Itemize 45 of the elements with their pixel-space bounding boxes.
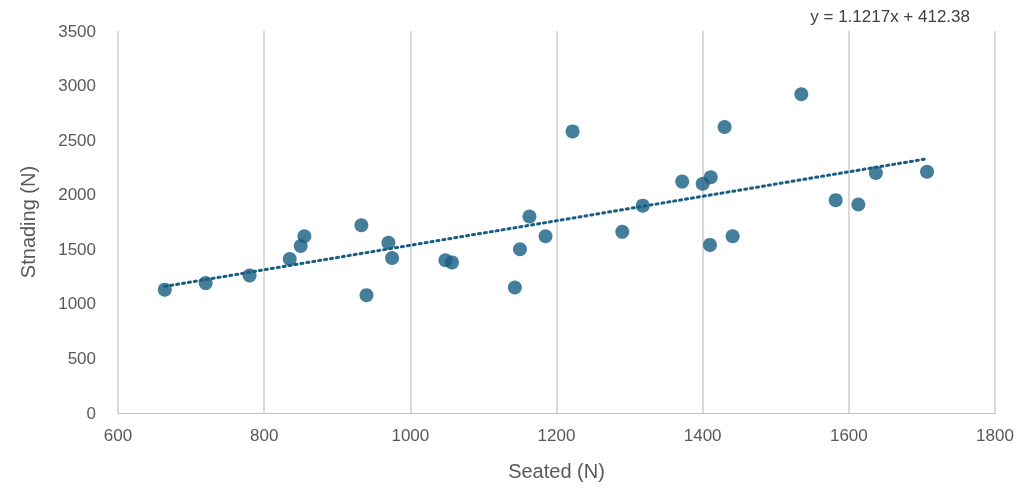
y-tick-label: 2000	[58, 185, 96, 205]
point	[282, 252, 297, 267]
x-tick-label: 1600	[829, 426, 868, 445]
point	[868, 165, 883, 180]
point	[359, 288, 374, 303]
point	[702, 237, 717, 252]
point	[538, 229, 553, 244]
point	[828, 193, 843, 208]
y-tick-label: 500	[67, 348, 96, 368]
y-tick-label: 3500	[58, 21, 96, 41]
text: y = 1.1217x + 412.38	[810, 7, 971, 26]
x-tick-label: 1400	[683, 426, 722, 445]
x-axis-title: Seated (N)	[508, 460, 605, 482]
point	[703, 170, 718, 185]
x-tick-label: 1200	[537, 426, 576, 445]
point	[157, 282, 172, 297]
point	[385, 251, 400, 266]
point	[381, 235, 396, 250]
point	[512, 242, 527, 257]
x-tick-label: 600	[103, 426, 133, 445]
x-tick-label: 800	[249, 426, 279, 445]
point	[920, 164, 935, 179]
point	[198, 276, 213, 291]
point	[242, 268, 257, 283]
point	[675, 174, 690, 189]
point	[725, 229, 740, 244]
y-tick-label: 0	[86, 403, 96, 423]
y-tick-label: 3000	[58, 76, 96, 96]
point	[615, 224, 630, 239]
y-tick-label: 1000	[58, 294, 96, 314]
y-tick-label: 1500	[58, 239, 96, 259]
point	[297, 229, 312, 244]
y-axis-title: Stnading (N)	[17, 165, 39, 279]
point	[794, 87, 809, 102]
point	[717, 120, 732, 135]
point	[635, 198, 650, 213]
point	[565, 124, 580, 139]
point	[522, 209, 537, 224]
point	[445, 255, 459, 270]
y-tick-label: 2500	[58, 130, 96, 150]
x-tick-label: 1000	[391, 426, 430, 445]
point	[507, 280, 522, 295]
point	[354, 218, 369, 233]
x-tick-label: 1800	[976, 426, 1014, 445]
point	[851, 197, 866, 212]
